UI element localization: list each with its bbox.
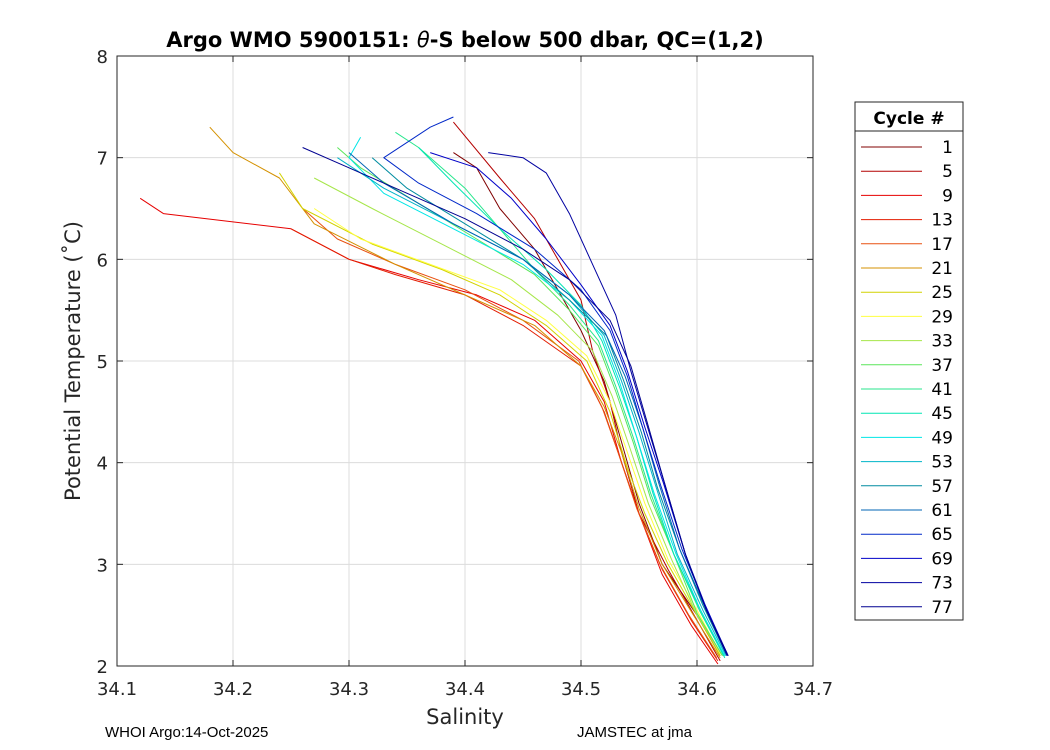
legend: Cycle # 1 5 9 13 17 21 25 29 33 37 41 45 49 53 57 61 65 6… [854, 101, 964, 621]
grid [117, 56, 813, 666]
legend-label-cycle-41: 41 [931, 380, 953, 400]
legend-label-cycle-33: 33 [931, 332, 953, 352]
x-tick-label: 34.2 [213, 679, 253, 700]
legend-label-cycle-65: 65 [931, 525, 953, 545]
legend-label-cycle-17: 17 [931, 235, 953, 255]
series-line-cycle-29 [313, 208, 721, 655]
y-axis: 2 3 4 5 6 7 8 [97, 47, 813, 678]
legend-label-cycle-53: 53 [931, 453, 953, 473]
chart-title-theta: θ [417, 28, 430, 52]
legend-label-cycle-5: 5 [942, 162, 953, 182]
y-tick-label: 6 [97, 250, 108, 271]
legend-label-cycle-1: 1 [942, 138, 953, 158]
legend-label-cycle-61: 61 [931, 501, 953, 521]
x-axis-label: Salinity [426, 705, 504, 729]
series-line-cycle-61 [348, 152, 728, 655]
legend-label-cycle-49: 49 [931, 428, 953, 448]
legend-label-cycle-57: 57 [931, 477, 953, 497]
x-tick-label: 34.7 [793, 679, 833, 700]
y-axis-label: Potential Temperature (˚C) [61, 221, 85, 501]
chart-title-suffix: -S below 500 dbar, QC=(1,2) [430, 28, 764, 52]
y-tick-label: 8 [97, 47, 108, 68]
legend-label-cycle-73: 73 [931, 574, 953, 594]
legend-label-cycle-9: 9 [942, 186, 953, 206]
legend-title: Cycle # [873, 109, 944, 129]
legend-label-cycle-37: 37 [931, 356, 953, 376]
y-tick-label: 2 [97, 657, 108, 678]
series-line-cycle-49 [348, 137, 726, 657]
x-tick-label: 34.3 [329, 679, 369, 700]
x-tick-label: 34.1 [97, 679, 137, 700]
series-line-cycle-17 [302, 208, 718, 659]
series-line-cycle-21 [209, 126, 721, 659]
legend-box [854, 101, 964, 621]
chart-title: Argo WMO 5900151: θ-S below 500 dbar, QC… [166, 28, 763, 52]
series-line-cycle-33 [313, 177, 723, 657]
plot-series-group [139, 116, 729, 665]
series-line-cycle-77 [302, 147, 729, 657]
legend-label-cycle-77: 77 [931, 598, 953, 618]
legend-label-cycle-45: 45 [931, 404, 953, 424]
legend-label-cycle-13: 13 [931, 211, 953, 231]
series-line-cycle-25 [278, 172, 721, 657]
y-tick-label: 7 [97, 149, 108, 170]
footer-left: WHOI Argo:14-Oct-2025 [105, 724, 269, 741]
series-line-cycle-53 [337, 157, 727, 657]
legend-entries: 1 5 9 13 17 21 25 29 33 37 41 45 49 53 57 61 65 69 73 77 [861, 138, 953, 618]
footer-right: JAMSTEC at jma [577, 724, 693, 741]
y-tick-label: 4 [97, 454, 108, 475]
x-tick-label: 34.4 [445, 679, 485, 700]
x-axis: 34.1 34.2 34.3 34.4 34.5 34.6 34.7 [97, 56, 833, 700]
legend-label-cycle-25: 25 [931, 283, 953, 303]
legend-label-cycle-69: 69 [931, 549, 953, 569]
chart-title-prefix: Argo WMO 5900151: [166, 28, 417, 52]
y-tick-label: 5 [97, 352, 108, 373]
series-line-cycle-5 [453, 121, 721, 662]
y-tick-label: 3 [97, 555, 108, 576]
series-line-cycle-65 [383, 116, 728, 656]
x-tick-label: 34.5 [561, 679, 601, 700]
x-tick-label: 34.6 [677, 679, 717, 700]
series-line-cycle-45 [418, 147, 726, 659]
legend-label-cycle-21: 21 [931, 259, 953, 279]
legend-label-cycle-29: 29 [931, 307, 953, 327]
